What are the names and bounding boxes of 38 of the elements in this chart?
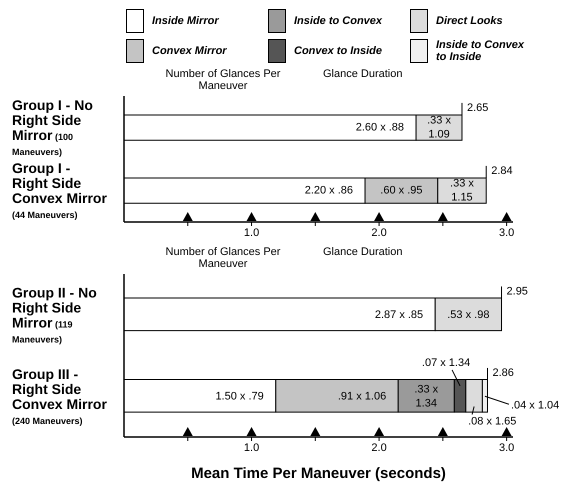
text: Number of Glances Per Maneuver: [164, 246, 282, 270]
legend-label: Inside to Convex: [294, 15, 384, 27]
annotation: 2.87 x .85: [374, 308, 424, 321]
annotation: .33 x 1.09: [427, 114, 452, 140]
annotation: 2.20 x .86: [304, 184, 354, 196]
x-tick-label: 3.0: [498, 442, 514, 454]
category-label: Group III - Right Side Convex Mirror (240 Maneuvers): [12, 366, 107, 426]
legend-label: Convex to Inside: [294, 45, 384, 57]
x-tick-label: 2.0: [371, 442, 387, 454]
annotation: 1.50 x .79: [215, 390, 264, 402]
annotation: .53 x .98: [447, 308, 490, 321]
x-tick-label: 2.0: [371, 227, 387, 239]
text: Number of Glances Per Maneuver: [164, 68, 282, 92]
legend-label: Convex Mirror: [152, 45, 228, 57]
total-label: 2.86: [492, 366, 514, 379]
annotation: .91 x 1.06: [338, 390, 386, 402]
text: Glance Duration: [323, 68, 403, 80]
annotation: .07 x 1.34: [422, 356, 470, 369]
annotation: 2.60 x .88: [356, 122, 404, 134]
total-label: 2.65: [466, 102, 488, 114]
total-label: 2.84: [491, 164, 513, 177]
x-axis-title: Mean Time Per Maneuver (seconds): [190, 465, 447, 482]
annotation: .33 x 1.34: [414, 383, 439, 410]
category-label: Group II - No Right Side Mirror (119 Maneuvers): [12, 284, 97, 344]
x-tick-label: 3.0: [498, 227, 514, 239]
x-tick-label: 1.0: [244, 442, 260, 454]
annotation: .04 x 1.04: [510, 399, 560, 412]
annotation: .08 x 1.65: [468, 416, 516, 428]
x-tick-label: 1.0: [244, 227, 260, 239]
text: Glance Duration: [323, 246, 403, 258]
legend-label: Inside Mirror: [152, 15, 220, 27]
category-label: Group I - No Right Side Mirror (100 Maneuvers): [12, 97, 93, 157]
legend-label: Inside to Convex to Inside: [436, 39, 526, 63]
legend-label: Direct Looks: [436, 15, 504, 27]
annotation: .60 x .95: [380, 184, 423, 196]
category-label: Group I - Right Side Convex Mirror (44 Maneuvers): [12, 160, 107, 220]
total-label: 2.95: [506, 285, 528, 298]
annotation: .33 x 1.15: [450, 178, 474, 204]
